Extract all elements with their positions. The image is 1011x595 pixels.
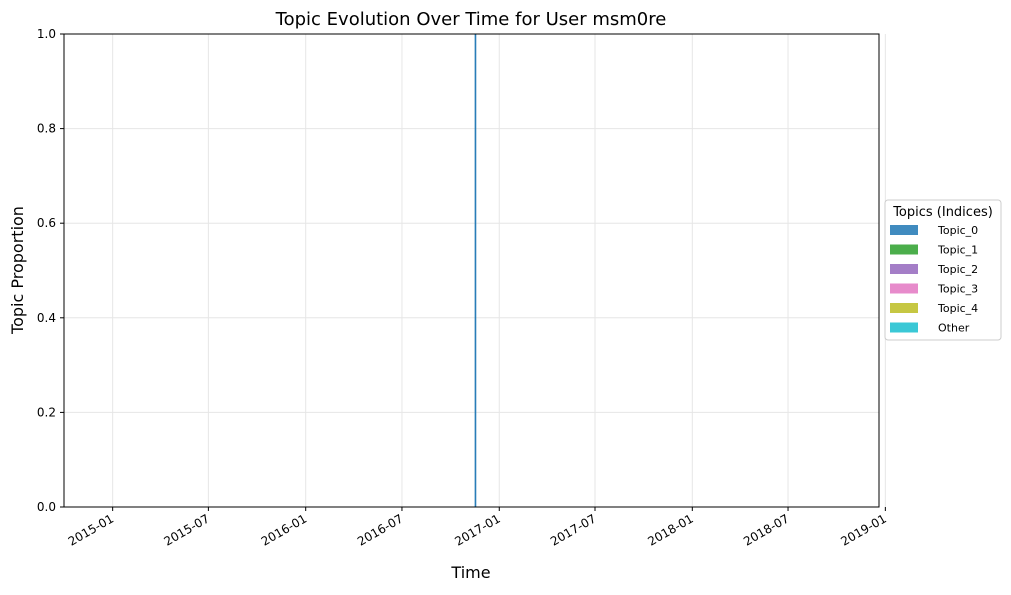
- legend-swatch: [890, 303, 918, 313]
- plot-frame: [63, 33, 880, 508]
- x-tick-label: 2015-07: [161, 511, 211, 548]
- x-tick-label: 2017-07: [548, 511, 598, 548]
- legend-label: Topic_4: [937, 302, 978, 315]
- x-tick-label: 2019-01: [838, 511, 888, 548]
- legend-label: Topic_0: [937, 224, 978, 237]
- chart-title: Topic Evolution Over Time for User msm0r…: [275, 9, 667, 30]
- legend-swatch: [890, 244, 918, 255]
- legend-swatch: [890, 283, 918, 294]
- x-tick-label: 2016-01: [259, 511, 309, 548]
- y-tick-label: 0.6: [37, 216, 56, 230]
- y-tick-label: 0.2: [37, 405, 56, 419]
- legend-label: Other: [938, 322, 970, 335]
- x-tick-label: 2018-07: [741, 511, 791, 548]
- legend-label: Topic_2: [937, 263, 978, 276]
- x-tick-label: 2016-07: [355, 511, 405, 548]
- legend-items: Topic_0 Topic_1 Topic_2 Topic_3 Topic_4 Other: [890, 224, 978, 335]
- area-topic-0: [474, 33, 477, 508]
- legend-label: Topic_3: [937, 283, 978, 296]
- legend-swatch: [890, 322, 918, 333]
- y-axis: 0.0 0.2 0.4 0.6 0.8 1.0: [37, 27, 64, 514]
- y-tick-label: 1.0: [37, 27, 56, 41]
- x-tick-label: 2017-01: [452, 511, 502, 548]
- y-tick-label: 0.8: [37, 122, 56, 136]
- y-tick-label: 0.4: [37, 311, 56, 325]
- x-tick-label: 2015-01: [66, 511, 116, 548]
- y-tick-label: 0.0: [37, 500, 56, 514]
- legend-label: Topic_1: [937, 244, 978, 257]
- x-axis: 2015-01 2015-07 2016-01 2016-07 2017-01 2017-…: [66, 507, 889, 549]
- legend: Topics (Indices) Topic_0Topic_1Topic_2To…: [884, 199, 1002, 341]
- y-axis-label: Topic Proportion: [8, 206, 27, 335]
- legend-swatch: [890, 264, 918, 274]
- x-axis-label: Time: [450, 563, 490, 582]
- mark-layer: [474, 33, 477, 508]
- legend-title: Topics (Indices): [892, 205, 993, 220]
- x-tick-label: 2018-01: [645, 511, 695, 548]
- legend-swatch: [890, 225, 918, 235]
